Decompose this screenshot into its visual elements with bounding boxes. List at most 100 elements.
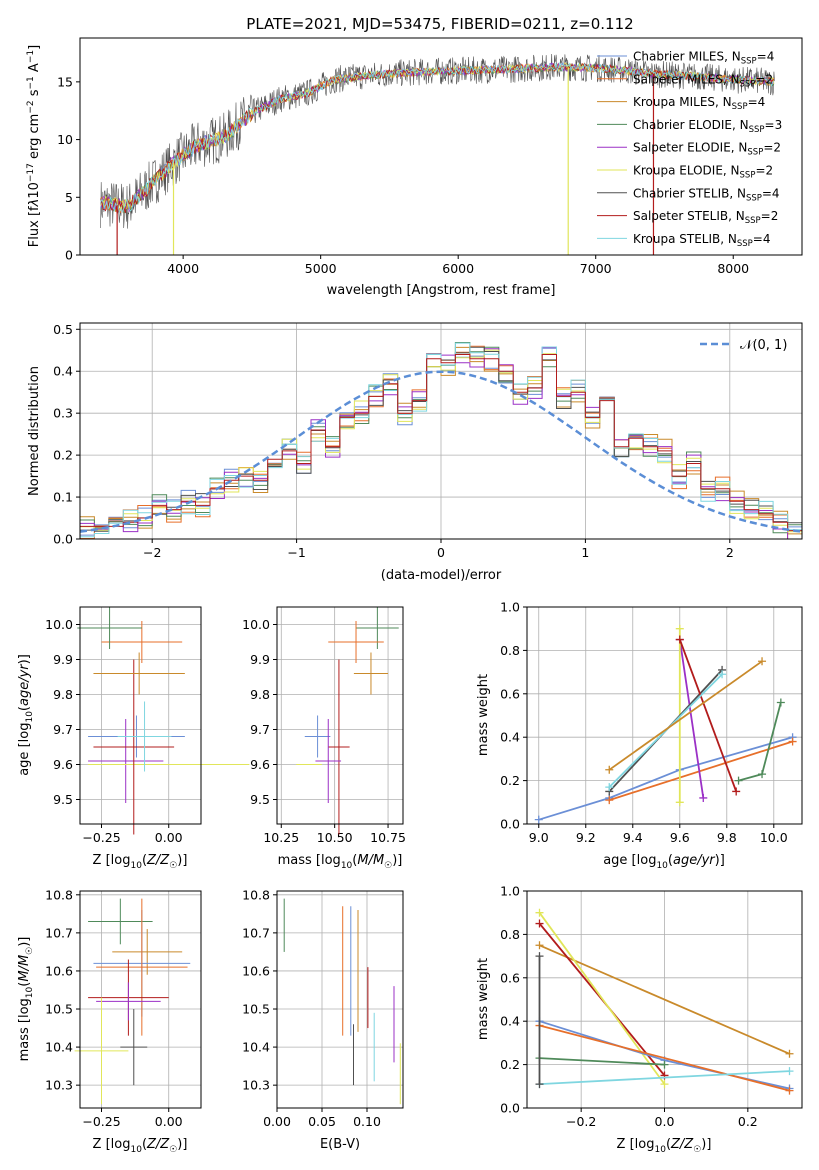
weight-z-point [535, 919, 544, 928]
weight-age-ytick-label: 0.6 [500, 686, 520, 701]
mass-ebv-ytick-label: 10.3 [242, 1078, 270, 1093]
mass-vs-metallicity-xlabel: Z [log10(Z/Z☉)] [93, 1137, 188, 1155]
weight-age-series-line [608, 660, 763, 771]
weight-z-point [660, 1080, 669, 1089]
residual-ytick-label: 0.4 [53, 364, 73, 379]
weight-age-point [758, 657, 767, 666]
residual-xtick-label: 0 [437, 545, 445, 560]
mass-ebv-xtick-label: 0.10 [353, 1114, 381, 1129]
mass-z-ytick-label: 10.5 [45, 1002, 73, 1017]
weight-vs-metallicity-ylabel: mass weight [476, 958, 491, 1040]
weight-vs-metallicity-xlabel: Z [log10(Z/Z☉)] [617, 1137, 712, 1155]
legend-entry: Salpeter ELODIE, NSSP=2 [633, 141, 781, 158]
mass-ebv-ytick-label: 10.7 [242, 925, 270, 940]
age-z-ytick-label: 9.5 [53, 792, 73, 807]
weight-vs-age-ylabel: mass weight [476, 674, 491, 756]
age-vs-metallicity-ylabel: age [log10(age/yr)] [17, 654, 35, 776]
legend-entry: Kroupa STELIB, NSSP=4 [633, 232, 771, 249]
weight-age-ytick-label: 0.2 [500, 773, 520, 788]
age-mass-ytick-label: 9.7 [250, 722, 270, 737]
age-z-ytick-label: 9.8 [53, 687, 73, 702]
residual-xtick-label: 1 [581, 545, 589, 560]
residual-ytick-label: 0.0 [53, 532, 73, 547]
residual-ytick-label: 0.3 [53, 406, 73, 421]
weight-z-series-line [539, 1024, 790, 1092]
weight-z-point [535, 941, 544, 950]
residual-xtick-label: 2 [726, 545, 734, 560]
spectrum-ytick-label: 5 [65, 190, 73, 205]
legend-entry: Salpeter STELIB, NSSP=2 [633, 209, 778, 226]
weight-vs-age-xlabel: age [log10(age/yr)] [603, 853, 725, 871]
weight-z-series-line [539, 1070, 790, 1085]
age-mass-ytick-label: 9.9 [250, 652, 270, 667]
weight-age-xtick-label: 9.8 [717, 830, 737, 845]
spectrum-xtick-label: 7000 [580, 261, 612, 276]
weight-age-point [734, 776, 743, 785]
weight-z-point [535, 952, 544, 961]
spectrum-line [100, 62, 775, 212]
weight-age-point [758, 770, 767, 779]
residual-xtick-label: −1 [287, 545, 305, 560]
weight-z-point [535, 1080, 544, 1089]
weight-z-ytick-label: 0.2 [500, 1057, 520, 1072]
weight-z-point [785, 1049, 794, 1058]
age-z-ytick-label: 9.7 [53, 722, 73, 737]
residual-ytick-label: 0.5 [53, 322, 73, 337]
weight-age-series-line [678, 639, 738, 792]
spectrum-ytick-label: 0 [65, 248, 73, 263]
weight-age-series-line [678, 639, 705, 799]
spectrum-xtick-label: 8000 [717, 261, 749, 276]
mass-z-ytick-label: 10.6 [45, 963, 73, 978]
weight-z-xtick-label: 0.2 [738, 1114, 758, 1129]
age-vs-mass-xlabel: mass [log10(M/M☉)] [278, 853, 403, 871]
weight-vs-metallicity-panel: −0.2 0.0 0.2 0.0 0.2 0.4 0.6 0.8 1.0 Z [log10(Z/… [476, 884, 803, 1155]
mass-vs-ebv-xlabel: E(B-V) [320, 1137, 360, 1152]
spectrum-line [100, 61, 774, 214]
weight-z-ytick-label: 0.8 [500, 927, 520, 942]
weight-age-point [605, 783, 614, 792]
age-z-ytick-label: 10.0 [45, 617, 73, 632]
weight-age-series-line [609, 740, 793, 801]
spectrum-xtick-label: 4000 [167, 261, 199, 276]
spectrum-xtick-label: 6000 [442, 261, 474, 276]
weight-age-point [675, 635, 684, 644]
weight-age-xtick-label: 9.0 [529, 830, 549, 845]
mass-z-ytick-label: 10.4 [45, 1040, 73, 1055]
age-z-ytick-label: 9.9 [53, 652, 73, 667]
spectrum-legend: Chabrier MILES, NSSP=4 Salpeter MILES, NS… [597, 50, 782, 249]
spectrum-xtick-label: 5000 [305, 261, 337, 276]
legend-entry: Kroupa MILES, NSSP=4 [633, 95, 765, 112]
weight-age-point [718, 670, 727, 679]
weight-z-point [785, 1067, 794, 1076]
weight-age-point [699, 793, 708, 802]
weight-z-ytick-label: 1.0 [500, 884, 520, 899]
residual-panel: −2 −1 0 1 2 0.0 0.1 0.2 0.3 0.4 0.5 (data-model)/e… [27, 322, 803, 583]
legend-entry: Chabrier MILES, NSSP=4 [633, 50, 774, 67]
weight-age-point [605, 796, 614, 805]
residual-xlabel: (data-model)/error [381, 568, 502, 583]
weight-z-series-line [539, 944, 790, 1055]
mass-ebv-ytick-label: 10.5 [242, 1002, 270, 1017]
weight-age-xtick-label: 10.0 [760, 830, 788, 845]
weight-age-point [534, 815, 543, 824]
residual-ytick-label: 0.1 [53, 490, 73, 505]
residual-xtick-label: −2 [143, 545, 161, 560]
residual-legend-label: 𝒩(0, 1) [740, 338, 787, 353]
mass-z-ytick-label: 10.8 [45, 887, 73, 902]
mass-z-ytick-label: 10.7 [45, 925, 73, 940]
weight-age-xtick-label: 9.6 [670, 830, 690, 845]
age-mass-ytick-label: 9.5 [250, 792, 270, 807]
weight-z-point [785, 1086, 794, 1095]
residual-ytick-label: 0.2 [53, 448, 73, 463]
weight-age-point [732, 787, 741, 796]
weight-z-xtick-label: 0.0 [655, 1114, 675, 1129]
mass-ebv-ytick-label: 10.6 [242, 963, 270, 978]
age-z-xtick-label: 0.00 [155, 830, 183, 845]
weight-age-xtick-label: 9.4 [623, 830, 643, 845]
spectrum-xlabel: wavelength [Angstrom, rest frame] [327, 283, 556, 298]
residual-histogram [80, 349, 802, 533]
weight-age-ytick-label: 0.0 [500, 817, 520, 832]
weight-z-series-line [539, 1057, 665, 1066]
age-mass-xtick-label: 10.75 [370, 830, 406, 845]
